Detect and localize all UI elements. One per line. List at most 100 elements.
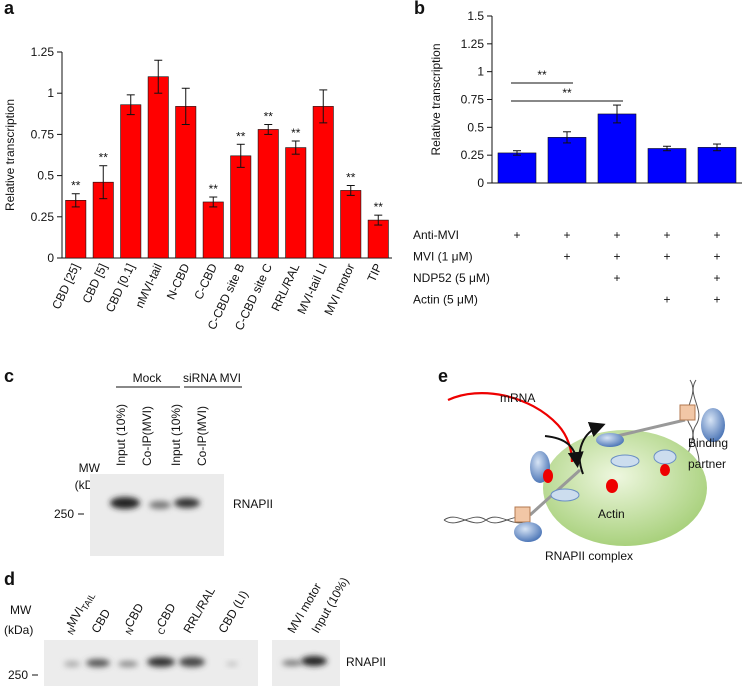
lane-text: CBD (LI)	[215, 588, 250, 635]
complex-label: RNAPII complex	[545, 549, 633, 563]
condition-mark: +	[663, 250, 670, 264]
bar	[257, 129, 279, 259]
condition-mark: +	[563, 228, 570, 242]
condition-mark: +	[663, 228, 670, 242]
significance: **	[236, 129, 246, 143]
adaptor	[679, 404, 696, 421]
significance: **	[71, 179, 81, 193]
lane-subscript: TAIL	[80, 592, 98, 613]
significance: **	[291, 126, 301, 140]
mw-label: (kDa)	[4, 623, 33, 637]
panel-letter: d	[4, 569, 15, 589]
condition-mark: +	[613, 250, 620, 264]
lane-text: CBD	[154, 601, 179, 630]
blot-band	[174, 498, 200, 508]
blot-band	[64, 661, 80, 667]
myosin-lever	[550, 488, 580, 502]
blot-band	[226, 662, 238, 666]
condition-mark: +	[713, 271, 720, 285]
bar	[120, 104, 142, 259]
y-tick-label: 1.25	[461, 37, 485, 51]
y-tick-label: 1	[47, 86, 54, 100]
binding-partner	[701, 408, 725, 442]
blot-band	[118, 661, 138, 667]
condition-mark: +	[563, 250, 570, 264]
panel-c: c Mock siRNA MVI Input (10%) Co-IP(MVI) …	[4, 366, 273, 556]
adaptor	[514, 506, 531, 523]
chart: 0 0.25 0.5 0.75 1 1.25 1.5 Relative transcripti…	[413, 9, 742, 307]
actin-label: Actin	[598, 507, 625, 521]
lane-text: RRL/RAL	[180, 584, 218, 635]
lane-text: CBD	[88, 606, 113, 635]
lane-label: CBD (LI)	[215, 588, 250, 635]
lane-label: Input (10%)	[169, 404, 183, 466]
myosin-lever	[610, 454, 640, 468]
blot-band	[86, 659, 110, 667]
lane-label: NCBD	[118, 601, 148, 637]
bar	[367, 219, 389, 259]
y-tick-label: 1.25	[31, 45, 55, 59]
lane-text: CBD	[122, 601, 147, 630]
panel-letter: a	[4, 0, 15, 18]
condition-mark: +	[613, 271, 620, 285]
bar	[202, 201, 224, 259]
lane-label: Co-IP(MVI)	[195, 406, 209, 466]
blot-band	[282, 660, 302, 666]
lane-subscript: N	[66, 626, 78, 637]
bar	[697, 147, 737, 184]
partner-label: partner	[688, 457, 726, 471]
x-tick-label: CBD [25]	[49, 261, 82, 311]
bar	[497, 152, 537, 184]
marker-label: 250	[8, 668, 28, 682]
bar	[230, 155, 252, 259]
blot-band	[110, 497, 140, 509]
panel-letter: b	[414, 0, 425, 18]
condition-mark: +	[713, 228, 720, 242]
group-label: Mock	[133, 371, 163, 385]
y-axis-label: Relative transcription	[3, 99, 17, 211]
significance: **	[99, 151, 109, 165]
blot-band	[179, 657, 205, 667]
blot-band	[147, 657, 175, 667]
condition-mark: +	[663, 293, 670, 307]
bar	[285, 147, 307, 259]
x-tick-label: TIP	[364, 261, 385, 284]
panel-letter: e	[438, 366, 448, 386]
mw-label: MW	[79, 461, 101, 475]
rnapii-complex	[543, 430, 707, 546]
condition-label: Anti-MVI	[413, 228, 459, 242]
mrna-strand	[447, 392, 574, 463]
group-label: siRNA MVI	[183, 371, 241, 385]
bar	[65, 200, 87, 259]
lane-subscript: C	[156, 625, 168, 636]
comparison-label: **	[562, 86, 572, 100]
arrow	[578, 422, 606, 475]
binding-partner	[514, 522, 542, 542]
myosin-head	[596, 433, 624, 447]
arrow	[544, 435, 584, 468]
condition-mark: +	[713, 293, 720, 307]
band-label: RNAPII	[233, 497, 273, 511]
bar	[597, 113, 637, 184]
partner-label: Binding	[688, 436, 728, 450]
condition-mark: +	[713, 250, 720, 264]
lane-label: Input (10%)	[114, 404, 128, 466]
panel-letter: c	[4, 366, 14, 386]
bar	[175, 106, 197, 259]
significance: **	[209, 182, 219, 196]
condition-label: MVI (1 μM)	[413, 250, 473, 264]
comparison-label: **	[537, 68, 547, 82]
panel-e: e mRNA Binding partner Actin RNAPII comp…	[438, 366, 728, 563]
myosin-lever	[653, 449, 677, 465]
myosin-site	[543, 469, 553, 483]
significance: **	[346, 170, 356, 184]
condition-label: NDP52 (5 μM)	[413, 271, 490, 285]
myosin-site	[606, 479, 618, 493]
bar	[312, 106, 334, 259]
blot-band	[301, 656, 327, 666]
y-tick-label: 0.25	[31, 210, 55, 224]
mw-label: MW	[10, 603, 32, 617]
mrna-label: mRNA	[500, 391, 535, 405]
lane-label: Co-IP(MVI)	[140, 406, 154, 466]
